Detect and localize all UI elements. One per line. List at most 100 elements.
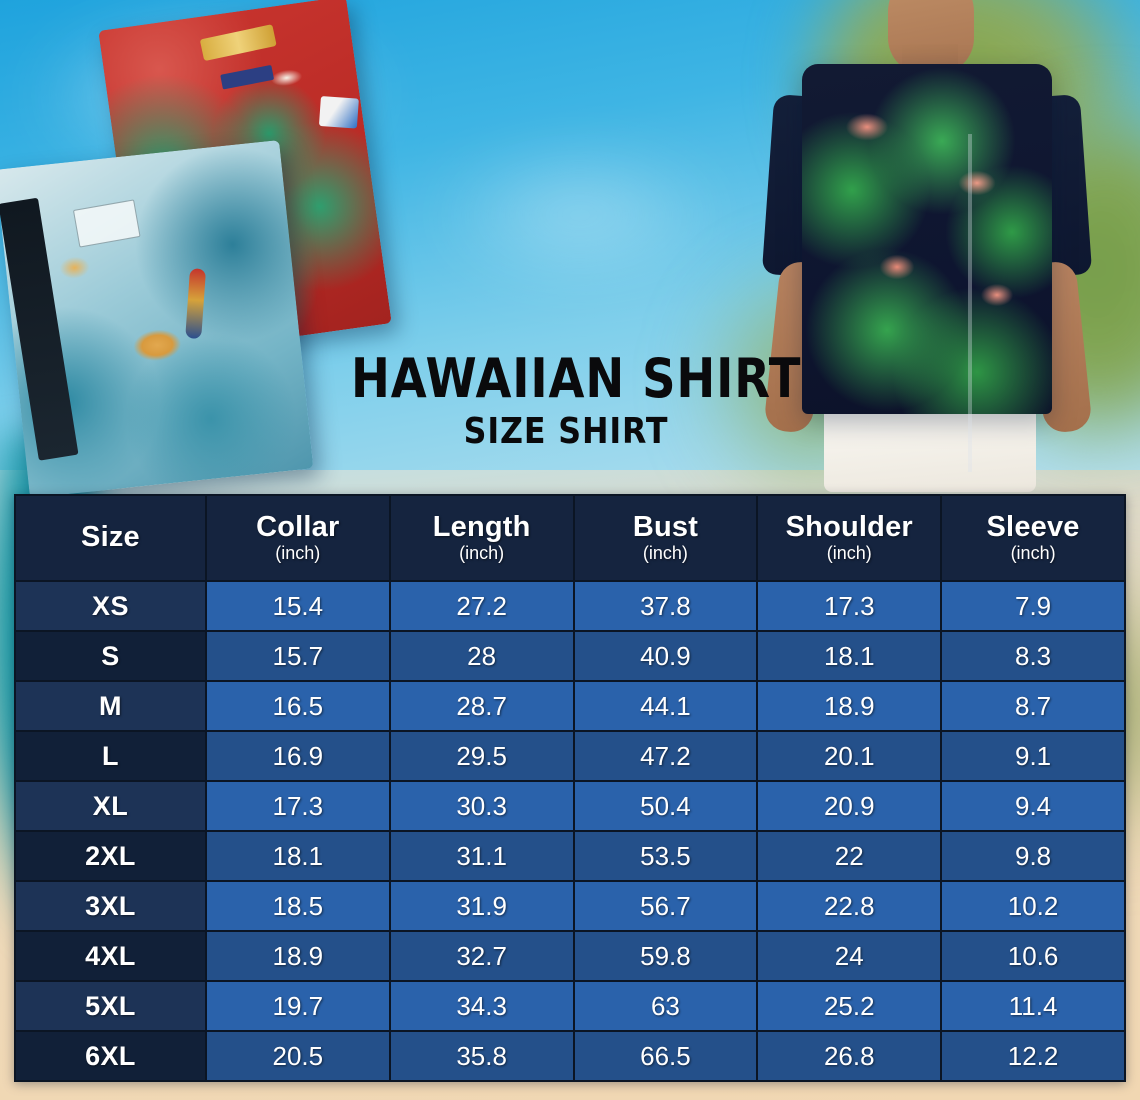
page-subtitle: SIZE SHIRT — [463, 411, 669, 452]
cell-collar: 17.3 — [204, 780, 391, 832]
page-title: HAWAIIAN SHIRT — [351, 347, 802, 410]
column-header-unit: (inch) — [459, 543, 505, 564]
cell-size: XS — [14, 580, 207, 632]
cell-collar: 18.5 — [204, 880, 391, 932]
column-header-label: Shoulder — [785, 510, 913, 543]
parrot-print-motif — [184, 267, 206, 339]
size-chart-table-wrapper: Size Collar (inch) Length (inch) Bust (i… — [14, 494, 1126, 1082]
cell-sleeve: 8.3 — [940, 630, 1126, 682]
cell-size: L — [14, 730, 207, 782]
table-row: 3XL 18.5 31.9 56.7 22.8 10.2 — [14, 880, 1126, 932]
table-row: 2XL 18.1 31.1 53.5 22 9.8 — [14, 830, 1126, 882]
cell-shoulder: 18.1 — [756, 630, 943, 682]
cell-sleeve: 10.6 — [940, 930, 1126, 982]
cell-shoulder: 22 — [756, 830, 943, 882]
column-header-label: Sleeve — [986, 510, 1080, 543]
cell-bust: 66.5 — [572, 1030, 759, 1082]
table-body: XS 15.4 27.2 37.8 17.3 7.9 S 15.7 28 40.9 18.1 8.3 M… — [14, 580, 1126, 1082]
cell-size: 4XL — [14, 930, 207, 982]
column-header-unit: (inch) — [275, 543, 321, 564]
cell-length: 35.8 — [388, 1030, 575, 1082]
cell-shoulder: 18.9 — [756, 680, 943, 732]
cell-length: 29.5 — [388, 730, 575, 782]
cell-length: 31.9 — [388, 880, 575, 932]
table-row: S 15.7 28 40.9 18.1 8.3 — [14, 630, 1126, 682]
cell-length: 27.2 — [388, 580, 575, 632]
cell-bust: 53.5 — [572, 830, 759, 882]
cell-bust: 63 — [572, 980, 759, 1032]
column-header-label: Collar — [256, 510, 340, 543]
cell-collar: 16.5 — [204, 680, 391, 732]
cell-sleeve: 8.7 — [940, 680, 1126, 732]
cell-bust: 44.1 — [572, 680, 759, 732]
cell-length: 31.1 — [388, 830, 575, 882]
cell-shoulder: 24 — [756, 930, 943, 982]
cloud-shape — [430, 150, 730, 280]
cell-shoulder: 25.2 — [756, 980, 943, 1032]
table-row: 4XL 18.9 32.7 59.8 24 10.6 — [14, 930, 1126, 982]
cell-shoulder: 17.3 — [756, 580, 943, 632]
shirt-pocket — [73, 199, 141, 248]
cell-length: 28 — [388, 630, 575, 682]
table-row: L 16.9 29.5 47.2 20.1 9.1 — [14, 730, 1126, 782]
cell-shoulder: 26.8 — [756, 1030, 943, 1082]
cell-size: S — [14, 630, 207, 682]
table-row: XL 17.3 30.3 50.4 20.9 9.4 — [14, 780, 1126, 832]
cell-sleeve: 10.2 — [940, 880, 1126, 932]
column-header-shoulder: Shoulder (inch) — [756, 494, 943, 582]
cell-shoulder: 20.9 — [756, 780, 943, 832]
cell-bust: 50.4 — [572, 780, 759, 832]
column-header-collar: Collar (inch) — [204, 494, 391, 582]
table-row: M 16.5 28.7 44.1 18.9 8.7 — [14, 680, 1126, 732]
table-header: Size Collar (inch) Length (inch) Bust (i… — [14, 494, 1126, 582]
column-header-size: Size — [14, 494, 207, 582]
cell-collar: 19.7 — [204, 980, 391, 1032]
shirt-placket — [0, 197, 79, 461]
cell-collar: 18.9 — [204, 930, 391, 982]
table-row: 5XL 19.7 34.3 63 25.2 11.4 — [14, 980, 1126, 1032]
cell-sleeve: 9.4 — [940, 780, 1126, 832]
cell-length: 28.7 — [388, 680, 575, 732]
cell-sleeve: 12.2 — [940, 1030, 1126, 1082]
column-header-unit: (inch) — [642, 543, 688, 564]
sleeve-logo — [318, 96, 359, 129]
table-row: 6XL 20.5 35.8 66.5 26.8 12.2 — [14, 1030, 1126, 1082]
column-header-length: Length (inch) — [388, 494, 575, 582]
column-header-label: Bust — [632, 510, 699, 543]
cell-bust: 37.8 — [572, 580, 759, 632]
column-header-unit: (inch) — [826, 543, 872, 564]
cell-collar: 15.7 — [204, 630, 391, 682]
cell-sleeve: 11.4 — [940, 980, 1126, 1032]
cell-size: M — [14, 680, 207, 732]
cell-bust: 56.7 — [572, 880, 759, 932]
cell-collar: 16.9 — [204, 730, 391, 782]
cell-collar: 18.1 — [204, 830, 391, 882]
cell-size: 6XL — [14, 1030, 207, 1082]
column-header-bust: Bust (inch) — [572, 494, 759, 582]
blue-hawaiian-shirt-image — [0, 140, 314, 498]
size-label — [220, 65, 275, 90]
cell-shoulder: 20.1 — [756, 730, 943, 782]
flamingo-hawaiian-shirt-image — [802, 64, 1052, 472]
column-header-sleeve: Sleeve (inch) — [940, 494, 1126, 582]
cell-shoulder: 22.8 — [756, 880, 943, 932]
cell-length: 32.7 — [388, 930, 575, 982]
title-block: HAWAIIAN SHIRT SIZE SHIRT — [316, 352, 816, 452]
cell-collar: 15.4 — [204, 580, 391, 632]
column-header-label: Length — [432, 510, 531, 543]
table-header-row: Size Collar (inch) Length (inch) Bust (i… — [14, 494, 1126, 582]
cell-sleeve: 7.9 — [940, 580, 1126, 632]
cell-sleeve: 9.8 — [940, 830, 1126, 882]
cell-size: 2XL — [14, 830, 207, 882]
cell-bust: 40.9 — [572, 630, 759, 682]
table-row: XS 15.4 27.2 37.8 17.3 7.9 — [14, 580, 1126, 632]
cell-bust: 47.2 — [572, 730, 759, 782]
cell-length: 30.3 — [388, 780, 575, 832]
model-photo — [706, 0, 1140, 492]
cell-size: XL — [14, 780, 207, 832]
cell-length: 34.3 — [388, 980, 575, 1032]
cell-collar: 20.5 — [204, 1030, 391, 1082]
brand-label — [199, 23, 277, 61]
shirt-button-placket — [968, 134, 972, 472]
